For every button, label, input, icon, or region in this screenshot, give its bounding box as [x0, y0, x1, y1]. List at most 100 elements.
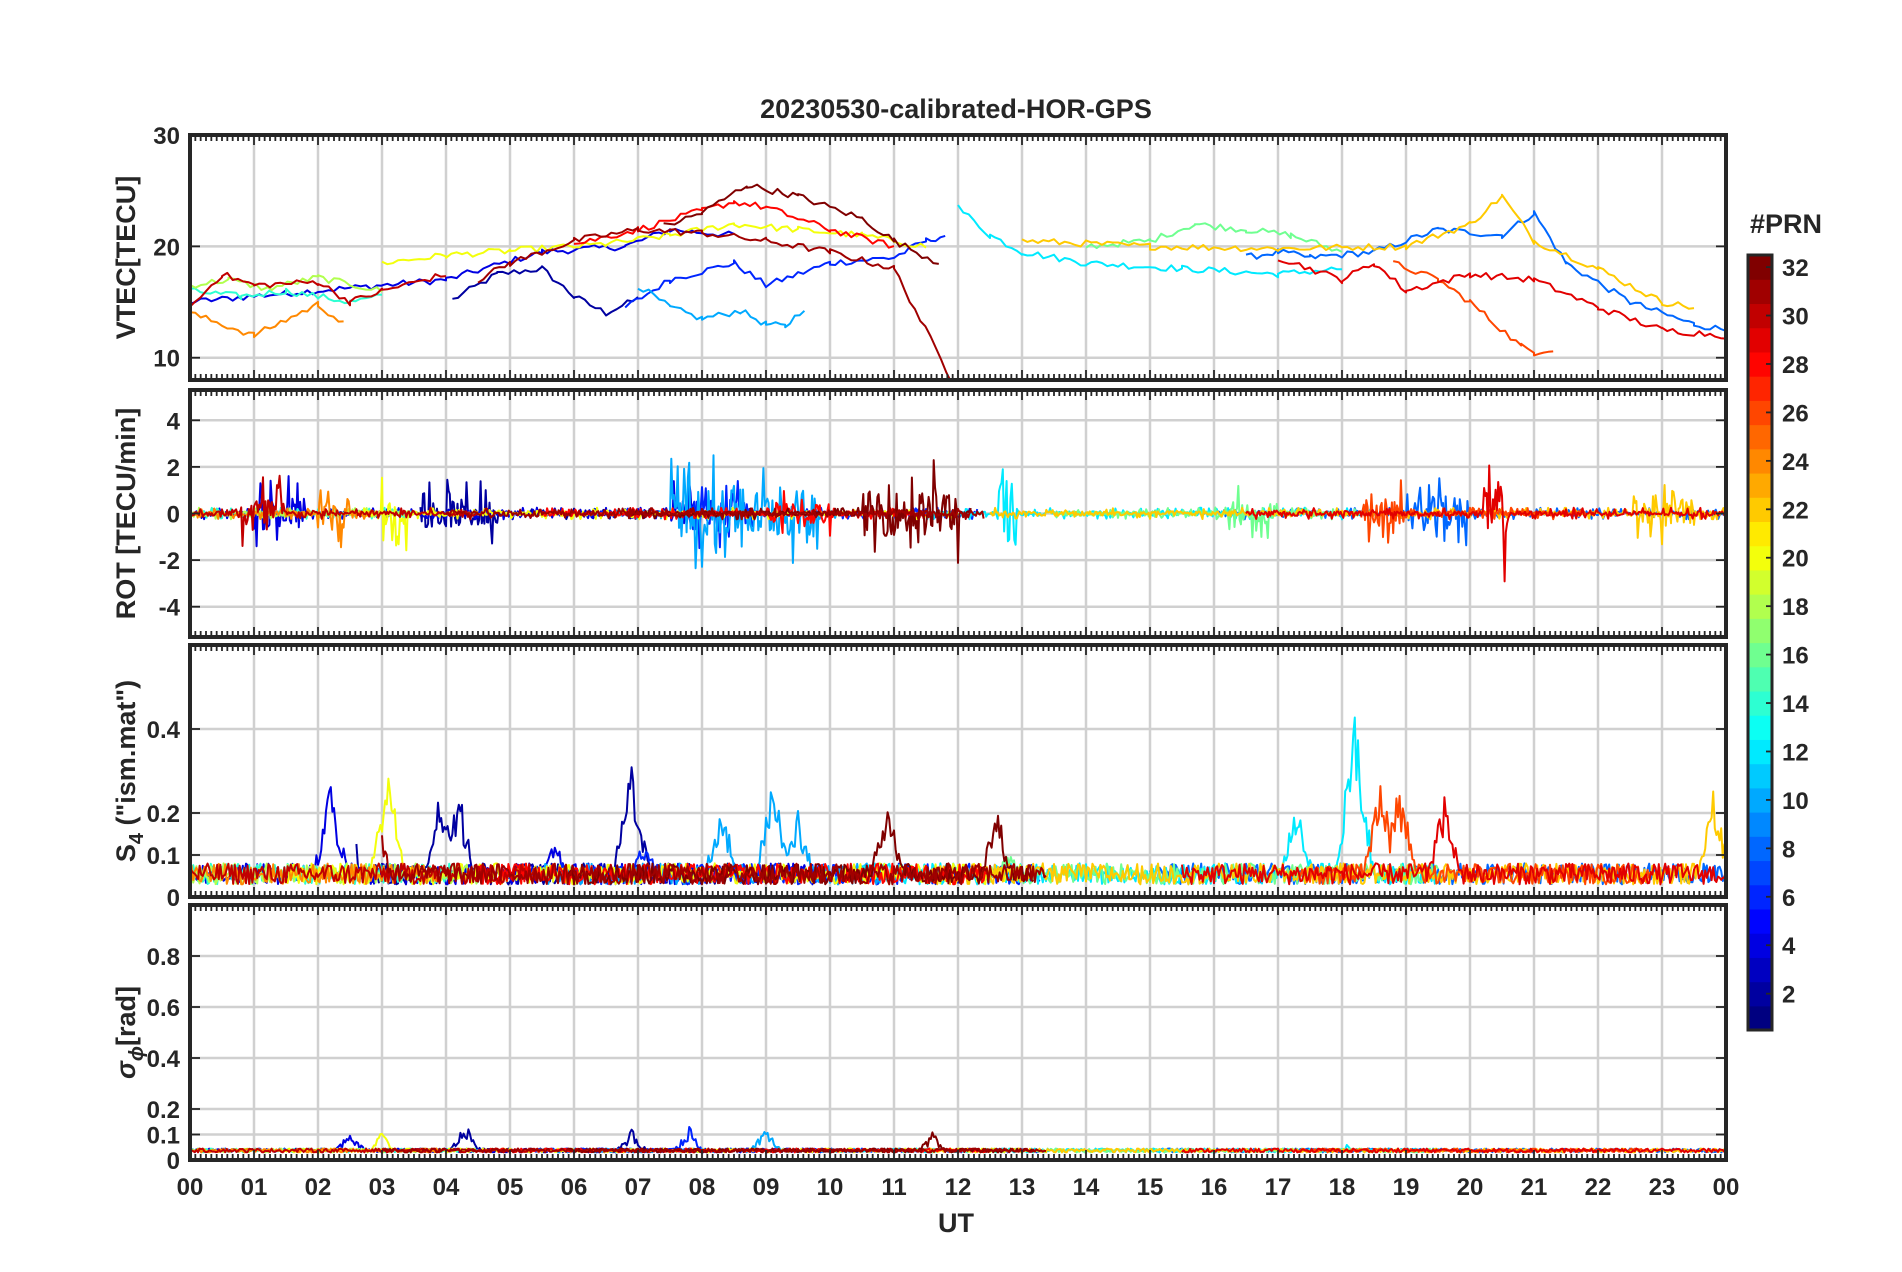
colorbar-tick-label: 20: [1782, 546, 1809, 573]
series-prn-12: [957, 204, 1343, 279]
y-tick-label: 10: [153, 346, 180, 373]
y-tick-label: 0.4: [147, 717, 181, 744]
colorbar-swatch: [1748, 521, 1772, 547]
colorbar-swatch: [1748, 424, 1772, 450]
series-prn-29: [1245, 464, 1726, 583]
y-axis-label-sub: ϕ: [126, 1046, 148, 1061]
series-prn-26: [1392, 260, 1554, 357]
y-tick-label: 30: [153, 123, 180, 150]
colorbar-swatch: [1748, 376, 1772, 401]
x-tick-label: 10: [817, 1174, 844, 1201]
series-prn-28: [573, 200, 895, 249]
x-tick-label: 22: [1585, 1174, 1612, 1201]
colorbar-tick-label: 30: [1782, 304, 1809, 331]
x-tick-label: 15: [1137, 1174, 1164, 1201]
panel-rot: -4 -2 0 2 4 ROT [TECU/min]: [111, 388, 1728, 639]
colorbar-tick-label: 22: [1782, 497, 1809, 524]
series-prn-16: [1085, 222, 1343, 253]
y-tick-label: 0.2: [147, 1097, 180, 1124]
series-prn-24: [190, 300, 344, 339]
y-axis-label: S4 ("ism.mat"): [111, 680, 148, 862]
x-axis-label: UT: [938, 1208, 974, 1238]
y-axis-label-main: σ: [111, 1060, 141, 1079]
colorbar-tick-label: 2: [1782, 982, 1795, 1009]
x-tick-label: 00: [177, 1174, 204, 1201]
colorbar-tick-label: 10: [1782, 788, 1809, 815]
series-prn-31: [381, 1147, 1047, 1154]
x-tick-label: 18: [1329, 1174, 1356, 1201]
x-tick-label: 01: [241, 1174, 268, 1201]
colorbar-tick-label: 28: [1782, 352, 1809, 379]
panel-rot-frame: [188, 388, 1728, 639]
colorbar-frame: [1746, 253, 1774, 1032]
x-tick-label: 08: [689, 1174, 716, 1201]
y-axis-label-rest: ("ism.mat"): [111, 680, 141, 833]
series-prn-22: [1021, 193, 1695, 310]
colorbar-tick-label: 16: [1782, 643, 1809, 670]
series-prn-31: [445, 507, 985, 521]
y-tick-label: 0.2: [147, 801, 180, 828]
colorbar-swatch: [1748, 1005, 1772, 1031]
x-tick-label: 04: [433, 1174, 460, 1201]
panel-s4-frame: [188, 643, 1728, 899]
panel-sigphi-frame: [188, 903, 1728, 1162]
x-tick-label: 13: [1009, 1174, 1036, 1201]
colorbar-tick-label: 26: [1782, 400, 1809, 427]
series-prn-20: [381, 222, 927, 266]
y-tick-label: 0.6: [147, 995, 180, 1022]
series-prn-30: [190, 474, 479, 547]
x-tick-label: 07: [625, 1174, 652, 1201]
colorbar-swatch: [1748, 472, 1772, 498]
x-tick-label: 12: [945, 1174, 972, 1201]
x-tick-label: 05: [497, 1174, 524, 1201]
panel-vtec: 10 20 30 VTEC[TECU]: [111, 123, 1728, 382]
series-prn-29: [1181, 1147, 1726, 1154]
colorbar-swatch: [1748, 618, 1772, 644]
x-tick-label: 23: [1649, 1174, 1676, 1201]
colorbar-swatch: [1748, 715, 1772, 740]
x-tick-label: 16: [1201, 1174, 1228, 1201]
colorbar-tick-label: 12: [1782, 739, 1809, 766]
y-tick-label: -2: [159, 548, 180, 575]
series-prn-6: [624, 234, 946, 309]
x-tick-label: 02: [305, 1174, 332, 1201]
series-prn-30: [190, 271, 447, 308]
colorbar-swatch: [1748, 957, 1772, 983]
series-prn-29: [1277, 259, 1726, 340]
panel-s4-series: [190, 716, 1726, 886]
series-prn-31: [381, 835, 1047, 886]
colorbar-swatch: [1748, 279, 1772, 305]
series-prn-32: [663, 183, 939, 265]
colorbar-swatch: [1748, 327, 1772, 353]
colorbar-swatch: [1748, 763, 1772, 789]
colorbar-swatch: [1748, 812, 1772, 837]
y-tick-label: 0: [167, 1148, 180, 1175]
colorbar-swatch: [1748, 908, 1772, 934]
series-prn-29: [1181, 796, 1726, 886]
panel-vtec-frame: [188, 133, 1728, 382]
series-prn-2: [452, 265, 639, 317]
x-tick-label: 03: [369, 1174, 396, 1201]
y-axis-label: VTEC[TECU]: [111, 176, 141, 340]
x-tick-label: 06: [561, 1174, 588, 1201]
y-tick-label: 0.4: [147, 1046, 181, 1073]
colorbar-swatch: [1748, 860, 1772, 886]
colorbar-tick-label: 4: [1782, 933, 1796, 960]
x-tick-label: 17: [1265, 1174, 1292, 1201]
x-tick-label: 21: [1521, 1174, 1548, 1201]
y-tick-label: 0: [167, 885, 180, 912]
y-tick-label: 0: [167, 502, 180, 529]
y-tick-label: 2: [167, 455, 180, 482]
y-axis-label-main: S: [111, 844, 141, 862]
y-tick-label: 4: [167, 408, 181, 435]
chart-title: 20230530-calibrated-HOR-GPS: [760, 94, 1152, 124]
series-prn-10: [637, 287, 806, 329]
colorbar-title: #PRN: [1750, 209, 1822, 239]
x-tick-label: 19: [1393, 1174, 1420, 1201]
panel-rot-series: [190, 454, 1726, 583]
x-tick-label: 09: [753, 1174, 780, 1201]
y-tick-label: -4: [159, 595, 181, 622]
series-prn-8: [1245, 210, 1726, 332]
